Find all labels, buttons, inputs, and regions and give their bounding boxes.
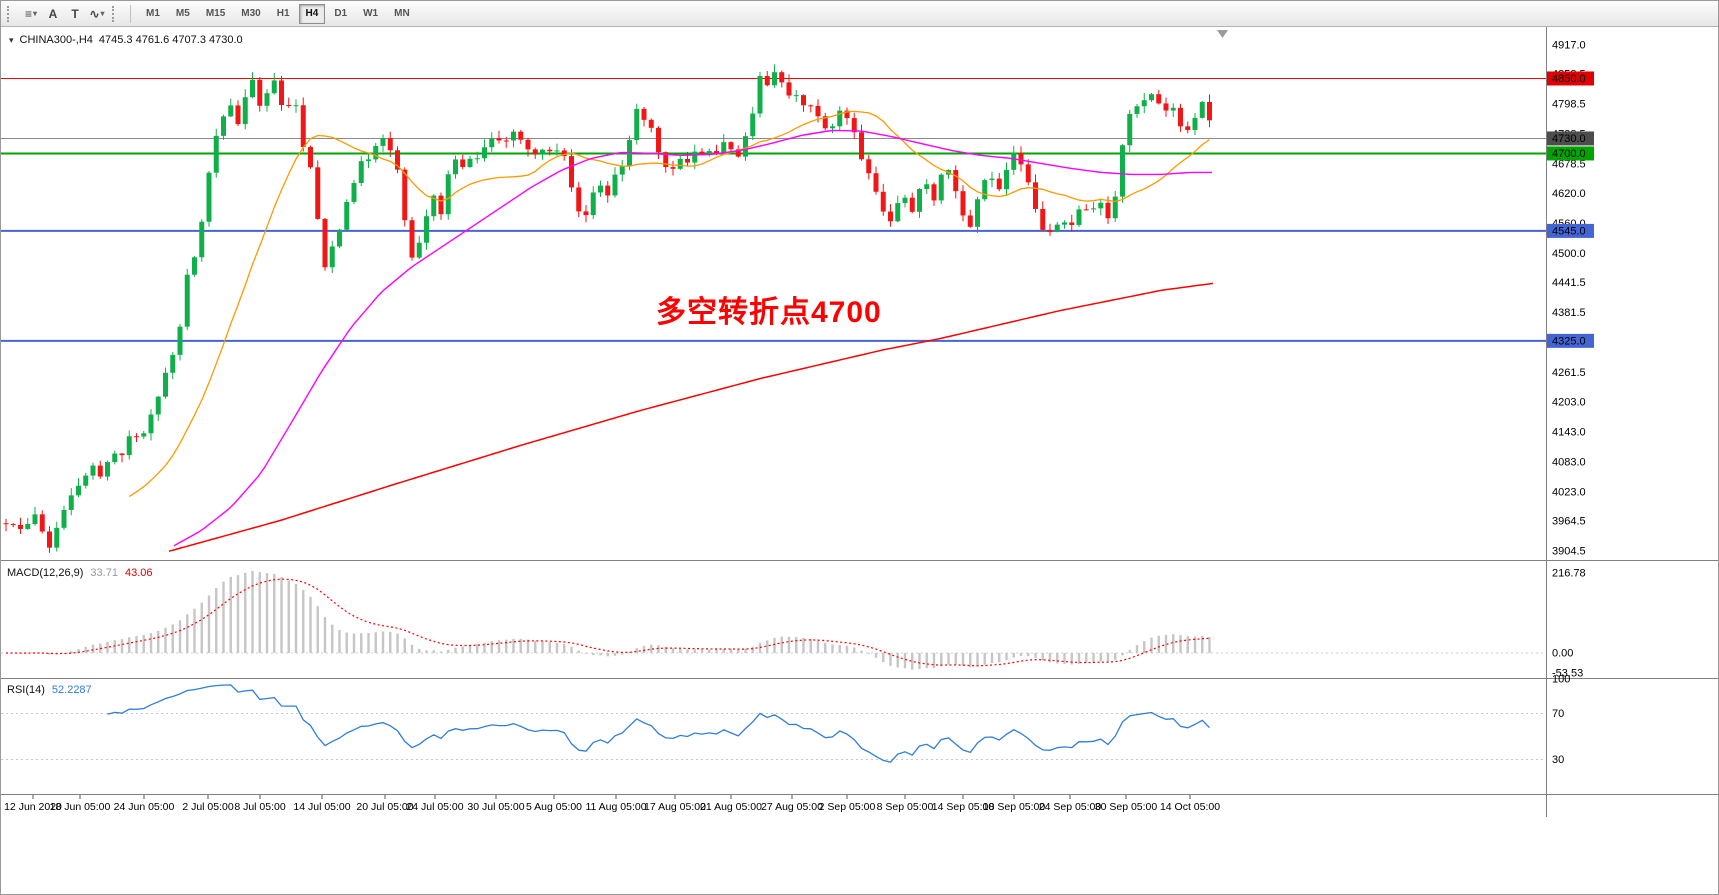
indicators-icon: ∿ [89, 6, 100, 21]
time-axis-label: 8 Jul 05:00 [234, 801, 286, 813]
price-level-badge [1547, 333, 1594, 348]
price-axis-label: 4441.5 [1552, 277, 1586, 289]
toolbar-separator [130, 4, 131, 23]
tool-button-charts-menu[interactable]: ≡ ▾ [20, 4, 42, 24]
symbol-dropdown-icon[interactable]: ▾ [9, 34, 14, 45]
price-axis-label: 3904.5 [1552, 546, 1586, 558]
price-level-badge [1547, 146, 1594, 161]
timeframe-button-d1[interactable]: D1 [327, 4, 354, 24]
tools-group: ≡ ▾ A T ∿ ▾ [20, 4, 108, 24]
price-axis-label: 3964.5 [1552, 516, 1586, 528]
timeframe-button-m1[interactable]: M1 [139, 4, 167, 24]
time-axis-label: 11 Aug 05:00 [585, 801, 646, 813]
price-axis[interactable]: 4917.04858.54798.54738.54678.54620.04560… [1547, 40, 1594, 767]
time-axis-label: 2 Sep 05:00 [819, 801, 876, 813]
price-axis-label: 4143.0 [1552, 426, 1586, 438]
time-axis-label: 24 Jun 05:00 [114, 801, 175, 813]
tool-button-text-label[interactable]: T [64, 4, 86, 24]
charts-menu-icon: ≡ [24, 6, 32, 21]
price-axis-label: 4381.5 [1552, 307, 1586, 319]
timeframe-toolbar-grip[interactable] [112, 5, 118, 22]
price-axis-label: 4023.0 [1552, 486, 1586, 498]
timeframe-button-mn[interactable]: MN [387, 4, 417, 24]
main-chart-panel[interactable] [1, 64, 1546, 553]
price-level-badge [1547, 131, 1594, 146]
rsi-panel[interactable] [1, 684, 1546, 763]
tool-button-indicators[interactable]: ∿ ▾ [86, 4, 108, 24]
time-axis-label: 14 Sep 05:00 [932, 801, 995, 813]
time-axis-label: 12 Jun 2020 [4, 801, 62, 813]
charts-menu-dropdown-caret-icon[interactable]: ▾ [33, 9, 38, 18]
time-axis-label: 18 Sep 05:00 [983, 801, 1046, 813]
time-axis-label: 20 Jul 05:00 [356, 801, 413, 813]
time-axis-label: 30 Jul 05:00 [467, 801, 524, 813]
macd-axis-label: 216.78 [1552, 568, 1586, 580]
time-axis-label: 2 Jul 05:00 [182, 801, 234, 813]
timeframe-button-m15[interactable]: M15 [199, 4, 232, 24]
price-level-badge-label: 4850.0 [1552, 73, 1586, 85]
time-axis-label: 5 Aug 05:00 [526, 801, 582, 813]
timeframe-button-m30[interactable]: M30 [234, 4, 267, 24]
time-axis-label: 14 Jul 05:00 [293, 801, 350, 813]
price-axis-label: 4500.0 [1552, 248, 1586, 260]
time-axis-label: 8 Sep 05:00 [877, 801, 934, 813]
price-level-badge-label: 4700.0 [1552, 148, 1586, 160]
price-axis-label: 4083.0 [1552, 456, 1586, 468]
price-axis-label: 4261.5 [1552, 367, 1586, 379]
price-level-badge-label: 4730.0 [1552, 133, 1586, 145]
tool-button-font[interactable]: A [42, 4, 64, 24]
price-level-badge [1547, 223, 1594, 238]
toolbar: ≡ ▾ A T ∿ ▾ M1 M5 M15 M30 H1 H4 D1 W1 MN [1, 1, 1718, 27]
font-icon: A [48, 6, 58, 21]
chart-shift-marker-icon[interactable] [1217, 30, 1228, 38]
price-axis-label: 4620.0 [1552, 188, 1586, 200]
price-level-badge-label: 4325.0 [1552, 335, 1586, 347]
indicators-dropdown-caret-icon[interactable]: ▾ [100, 9, 105, 18]
price-level-badge [1547, 71, 1594, 86]
macd-axis-label: 0.00 [1552, 648, 1573, 660]
time-axis-label: 24 Jul 05:00 [406, 801, 463, 813]
price-axis-label: 4203.0 [1552, 396, 1586, 408]
price-level-badge-label: 4545.0 [1552, 225, 1586, 237]
time-axis-label: 18 Jun 05:00 [50, 801, 111, 813]
macd-axis-label: -53.53 [1552, 668, 1583, 680]
price-axis-label: 4798.5 [1552, 99, 1586, 111]
time-axis-label: 30 Sep 05:00 [1095, 801, 1158, 813]
time-axis-label: 21 Aug 05:00 [700, 801, 762, 813]
timeframe-button-m5[interactable]: M5 [169, 4, 197, 24]
rsi-axis-label: 70 [1552, 708, 1564, 720]
timeframe-button-h4[interactable]: H4 [298, 3, 326, 24]
chart-region: 4917.04858.54798.54738.54678.54620.04560… [1, 27, 1719, 895]
text-label-icon: T [71, 6, 79, 21]
rsi-axis-label: 100 [1552, 674, 1570, 686]
toolbar-grip[interactable] [7, 5, 13, 22]
timeframe-button-h1[interactable]: H1 [270, 4, 297, 24]
time-axis-label: 24 Sep 05:00 [1039, 801, 1102, 813]
rsi-axis-label: 30 [1552, 754, 1564, 766]
timeframe-button-w1[interactable]: W1 [356, 4, 385, 24]
timeframes-group: M1 M5 M15 M30 H1 H4 D1 W1 MN [138, 3, 418, 24]
chart-canvas[interactable]: 4917.04858.54798.54738.54678.54620.04560… [1, 27, 1719, 895]
time-axis-label: 27 Aug 05:00 [761, 801, 823, 813]
time-axis-label: 14 Oct 05:00 [1160, 801, 1220, 813]
time-axis-label: 17 Aug 05:00 [644, 801, 706, 813]
macd-panel[interactable] [1, 571, 1546, 670]
price-axis-label: 4678.5 [1552, 159, 1586, 171]
price-axis-label: 4917.0 [1552, 40, 1586, 52]
